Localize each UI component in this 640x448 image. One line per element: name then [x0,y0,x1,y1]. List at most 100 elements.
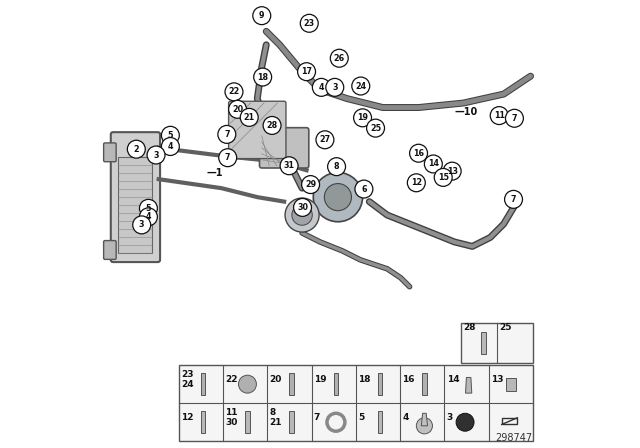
Circle shape [506,109,524,127]
Text: 25: 25 [370,124,381,133]
Polygon shape [201,373,205,396]
Polygon shape [421,413,428,426]
Text: 6: 6 [361,185,367,194]
Circle shape [490,107,508,125]
Polygon shape [465,377,472,393]
Polygon shape [378,373,383,396]
Text: 12: 12 [181,413,194,422]
Text: 3: 3 [332,83,337,92]
Text: 5: 5 [146,204,151,213]
Polygon shape [289,373,294,396]
Text: 15: 15 [438,173,449,182]
Text: 26: 26 [333,54,345,63]
Text: 298747: 298747 [495,433,533,443]
Text: 2: 2 [134,145,139,154]
Text: 7: 7 [511,195,516,204]
Text: 23: 23 [304,19,315,28]
Circle shape [456,413,474,431]
Text: 20: 20 [269,375,282,384]
Text: —10: —10 [454,107,477,117]
Circle shape [140,199,157,217]
Text: 19: 19 [357,113,368,122]
Circle shape [253,68,271,86]
Text: 16: 16 [403,375,415,384]
Circle shape [218,125,236,143]
Polygon shape [378,411,383,434]
Text: 14: 14 [447,375,459,384]
Text: 31: 31 [284,161,294,170]
Circle shape [239,375,257,393]
Circle shape [410,144,428,162]
Text: 12: 12 [411,178,422,187]
Circle shape [140,208,157,226]
Circle shape [161,138,179,155]
Text: 28: 28 [463,323,476,332]
Polygon shape [245,411,250,434]
Text: 22: 22 [225,375,238,384]
Circle shape [314,172,362,222]
Text: 3: 3 [139,220,145,229]
Circle shape [326,78,344,96]
Circle shape [435,168,452,186]
Text: 23
24: 23 24 [181,370,194,389]
FancyBboxPatch shape [104,143,116,162]
Text: —1: —1 [206,168,223,178]
Circle shape [127,140,145,158]
Text: 24: 24 [355,82,366,90]
Circle shape [253,7,271,25]
FancyBboxPatch shape [260,128,309,168]
Circle shape [132,216,150,234]
Text: 7: 7 [225,153,230,162]
Circle shape [298,63,316,81]
Text: 5: 5 [358,413,364,422]
FancyBboxPatch shape [179,365,533,441]
Text: 27: 27 [319,135,330,144]
Text: 3: 3 [447,413,453,422]
Text: 14: 14 [428,159,439,168]
Circle shape [292,205,312,225]
Polygon shape [481,332,486,354]
Circle shape [316,131,334,149]
Polygon shape [333,373,338,396]
Circle shape [228,100,246,118]
Text: 4: 4 [319,83,324,92]
Text: 13: 13 [491,375,503,384]
Circle shape [219,149,237,167]
Polygon shape [422,373,427,396]
Circle shape [301,176,319,194]
Text: 22: 22 [228,87,239,96]
Circle shape [263,116,281,134]
Text: 28: 28 [266,121,278,130]
Circle shape [280,157,298,175]
Polygon shape [201,411,205,434]
Circle shape [354,109,371,127]
Circle shape [504,190,522,208]
Circle shape [367,119,385,137]
Text: 21: 21 [244,113,255,122]
FancyBboxPatch shape [104,241,116,259]
Text: 18: 18 [358,375,371,384]
Text: 11: 11 [493,111,505,120]
Text: 4: 4 [403,413,409,422]
Text: 19: 19 [314,375,326,384]
Circle shape [424,155,442,173]
Polygon shape [289,411,294,434]
Circle shape [324,184,351,211]
Circle shape [352,77,370,95]
Circle shape [161,126,179,144]
Circle shape [355,180,373,198]
Circle shape [294,198,312,216]
Text: 18: 18 [257,73,268,82]
Text: 11
30: 11 30 [225,408,238,427]
Circle shape [147,146,165,164]
Circle shape [417,418,433,434]
FancyBboxPatch shape [461,323,533,363]
Circle shape [300,14,318,32]
Text: 8: 8 [334,162,339,171]
Circle shape [285,198,319,232]
Text: 20: 20 [232,105,243,114]
Text: 7: 7 [512,114,517,123]
FancyBboxPatch shape [228,101,286,159]
Circle shape [408,174,425,192]
Circle shape [312,78,330,96]
